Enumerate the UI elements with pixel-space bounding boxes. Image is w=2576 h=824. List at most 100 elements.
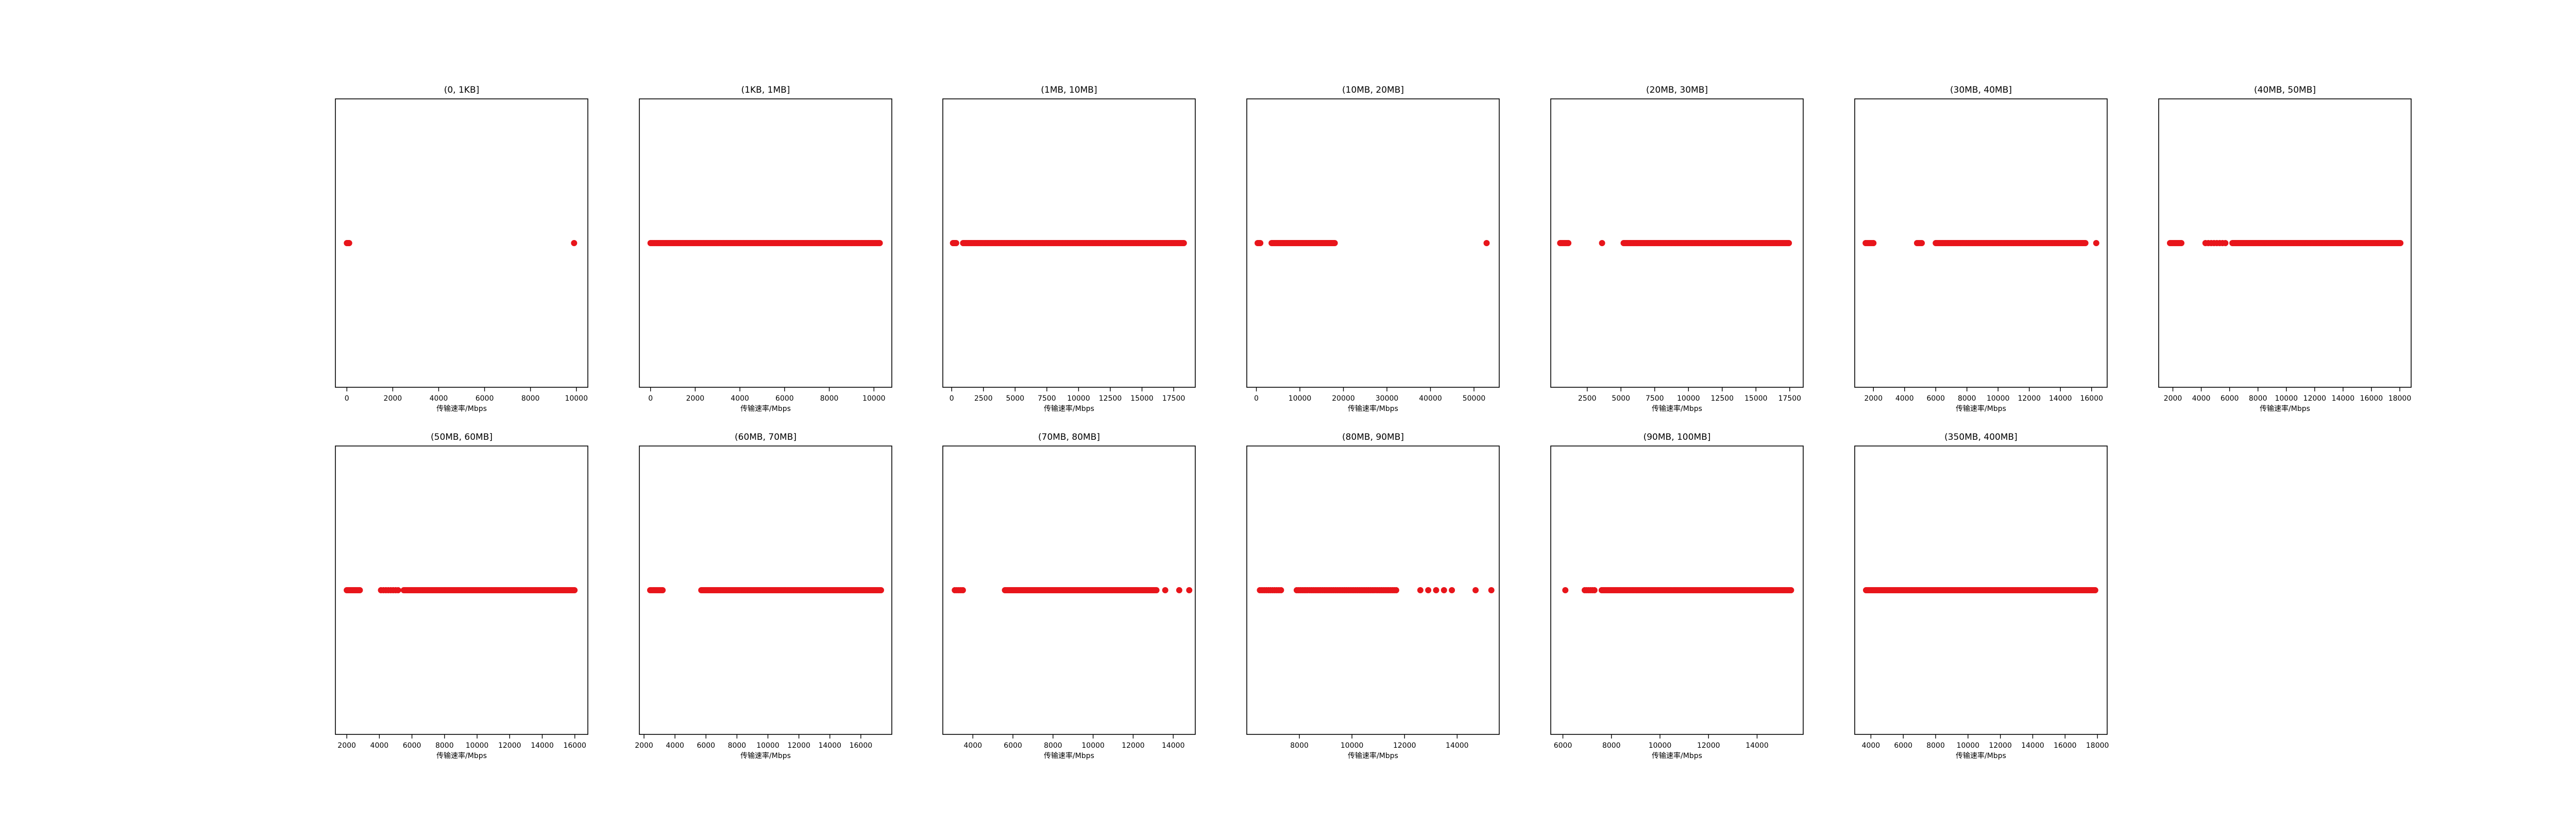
x-tick-label: 6000 bbox=[1926, 394, 1945, 403]
x-tick-label: 2000 bbox=[384, 394, 402, 403]
subplot-2: (1KB, 1MB] 0 2000 4000 6000 8000 10000 传输速率/Mbp… bbox=[639, 85, 892, 413]
x-tick-label: 4000 bbox=[430, 394, 448, 403]
subplot-5: (20MB, 30MB] 2500 5000 7500 10000 12500 15000 1… bbox=[1550, 85, 1804, 413]
x-tick-label: 10000 bbox=[1289, 394, 1312, 403]
subplot-3: (1MB, 10MB] 0 2500 5000 7500 10000 12500 15000 1… bbox=[942, 85, 1196, 413]
axes-frame bbox=[942, 98, 1196, 388]
x-tick-label: 2000 bbox=[337, 742, 356, 750]
x-tick-label: 50000 bbox=[1463, 394, 1486, 403]
x-tick-label: 4000 bbox=[666, 742, 684, 750]
data-points bbox=[1862, 240, 2099, 246]
data-point bbox=[953, 240, 959, 246]
data-point bbox=[2222, 240, 2229, 246]
data-points bbox=[647, 240, 883, 246]
data-point bbox=[878, 587, 884, 593]
data-points bbox=[1562, 587, 1794, 593]
x-tick-label: 14000 bbox=[1162, 742, 1185, 750]
x-tick-label: 12500 bbox=[1099, 394, 1122, 403]
x-tick-label: 10000 bbox=[1957, 742, 1980, 750]
data-point bbox=[1153, 587, 1160, 593]
data-point bbox=[571, 240, 578, 246]
data-point bbox=[1472, 587, 1479, 593]
axes-frame bbox=[1246, 98, 1500, 388]
x-tick-label: 4000 bbox=[1862, 742, 1880, 750]
x-tick-label: 10000 bbox=[1649, 742, 1672, 750]
x-tick-label: 10000 bbox=[862, 394, 886, 403]
data-point bbox=[659, 587, 666, 593]
data-points bbox=[344, 240, 578, 246]
data-point bbox=[1186, 587, 1193, 593]
subplot-10: (70MB, 80MB] 4000 6000 8000 10000 12000 14000 传… bbox=[942, 432, 1196, 760]
data-point bbox=[1180, 240, 1187, 246]
data-point bbox=[1440, 587, 1447, 593]
x-tick-label: 6000 bbox=[1554, 742, 1572, 750]
x-tick-label: 14000 bbox=[1745, 742, 1769, 750]
x-tick-label: 12000 bbox=[1697, 742, 1720, 750]
axes-frame bbox=[639, 98, 892, 388]
x-tick-label: 20000 bbox=[1332, 394, 1355, 403]
subplot-title: (30MB, 40MB] bbox=[1950, 85, 2012, 95]
subplot-title: (10MB, 20MB] bbox=[1342, 85, 1404, 95]
x-tick-label: 40000 bbox=[1419, 394, 1442, 403]
x-tick-label: 0 bbox=[345, 394, 349, 403]
data-points bbox=[344, 587, 578, 593]
x-tick-label: 2000 bbox=[686, 394, 705, 403]
axes-frame bbox=[1550, 445, 1804, 735]
x-tick-label: 10000 bbox=[2275, 394, 2298, 403]
x-tick-label: 14000 bbox=[531, 742, 554, 750]
data-points bbox=[1257, 587, 1495, 593]
subplot-title: (90MB, 100MB] bbox=[1643, 432, 1711, 442]
x-tick-label: 8000 bbox=[1958, 394, 1976, 403]
data-point bbox=[2397, 240, 2404, 246]
data-point bbox=[1786, 240, 1792, 246]
data-points bbox=[952, 587, 1193, 593]
x-tick-label: 12000 bbox=[1989, 742, 2012, 750]
x-axis-label: 传输速率/Mbps bbox=[740, 751, 791, 760]
x-axis-label: 传输速率/Mbps bbox=[1956, 751, 2006, 760]
x-tick-label: 8000 bbox=[1602, 742, 1621, 750]
x-tick-label: 2000 bbox=[2164, 394, 2182, 403]
x-tick-label: 5000 bbox=[1006, 394, 1025, 403]
axes-frame bbox=[1550, 98, 1804, 388]
data-point bbox=[1331, 240, 1338, 246]
x-axis-label: 传输速率/Mbps bbox=[1348, 404, 1398, 413]
x-tick-label: 4000 bbox=[2192, 394, 2211, 403]
x-axis-label: 传输速率/Mbps bbox=[1044, 751, 1094, 760]
x-tick-label: 10000 bbox=[1987, 394, 2010, 403]
x-tick-label: 2000 bbox=[1864, 394, 1883, 403]
data-point bbox=[1162, 587, 1168, 593]
axes-frame bbox=[639, 445, 892, 735]
x-tick-label: 7500 bbox=[1646, 394, 1664, 403]
data-point bbox=[1591, 587, 1598, 593]
x-axis-label: 传输速率/Mbps bbox=[1652, 404, 1702, 413]
x-tick-label: 2000 bbox=[635, 742, 653, 750]
x-tick-label: 18000 bbox=[2086, 742, 2109, 750]
data-point bbox=[395, 587, 401, 593]
x-tick-label: 8000 bbox=[2249, 394, 2267, 403]
subplot-title: (40MB, 50MB] bbox=[2254, 85, 2316, 95]
subplot-4: (10MB, 20MB] 0 10000 20000 30000 40000 50000 传输… bbox=[1246, 85, 1500, 413]
data-point bbox=[1433, 587, 1439, 593]
data-point bbox=[1449, 587, 1455, 593]
axes-frame bbox=[2158, 98, 2412, 388]
axes-frame bbox=[1854, 98, 2108, 388]
subplot-title: (0, 1KB] bbox=[444, 85, 480, 95]
x-tick-label: 8000 bbox=[820, 394, 839, 403]
subplot-9: (60MB, 70MB] 2000 4000 6000 8000 10000 12000 14… bbox=[635, 432, 892, 760]
subplot-12: (90MB, 100MB] 6000 8000 10000 12000 14000 传输速率… bbox=[1550, 432, 1804, 760]
x-tick-label: 16000 bbox=[2360, 394, 2383, 403]
data-point bbox=[1417, 587, 1423, 593]
x-tick-label: 8000 bbox=[728, 742, 747, 750]
x-tick-label: 4000 bbox=[370, 742, 389, 750]
x-tick-label: 14000 bbox=[1446, 742, 1469, 750]
data-point bbox=[1425, 587, 1432, 593]
x-tick-label: 18000 bbox=[2388, 394, 2412, 403]
x-axis-label: 传输速率/Mbps bbox=[436, 751, 487, 760]
subplot-6: (30MB, 40MB] 2000 4000 6000 8000 10000 12000 14… bbox=[1854, 85, 2108, 413]
x-tick-label: 12000 bbox=[1122, 742, 1145, 750]
axes-frame bbox=[335, 98, 588, 388]
x-axis-label: 传输速率/Mbps bbox=[436, 404, 487, 413]
axes-frame bbox=[335, 445, 588, 735]
x-tick-label: 10000 bbox=[1081, 742, 1105, 750]
